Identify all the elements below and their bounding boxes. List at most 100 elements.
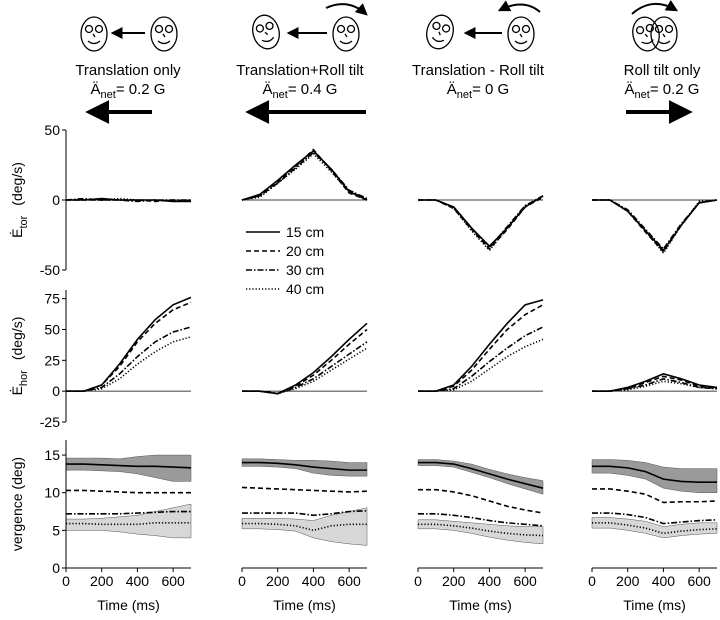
x-tick-label: 600 (337, 573, 361, 589)
roll-arrow (631, 0, 679, 15)
variability-band (591, 517, 718, 539)
acceleration-value: = 0.2 G (116, 81, 166, 98)
series-line (418, 326, 544, 392)
x-tick-label: 400 (302, 573, 326, 589)
x-axis-label: Time (ms) (97, 597, 159, 613)
x-tick-label: 600 (513, 573, 537, 589)
y-axis-label: Ėtor (deg/s) (8, 162, 30, 238)
column-title: Translation+Roll tilt (236, 62, 364, 79)
column-title: Translation - Roll tilt (412, 62, 545, 79)
roll-arrow (325, 3, 368, 16)
acceleration-symbol: Ä (263, 81, 273, 98)
variability-band (65, 454, 192, 482)
panel (592, 373, 718, 392)
legend-label: 40 cm (286, 281, 324, 297)
series-line (242, 322, 368, 395)
column-title: Translation only (75, 62, 181, 79)
panel: 15 cm 20 cm 30 cm 40 cm (241, 148, 368, 297)
variability-band (241, 458, 368, 477)
head-icon (507, 16, 535, 52)
head-icon (629, 14, 663, 54)
y-label-subscript: hor (18, 370, 30, 386)
y-tick-label: 0 (52, 560, 60, 576)
x-tick-label: 0 (414, 573, 422, 589)
y-tick-label: -25 (40, 414, 60, 430)
series-line (242, 341, 368, 395)
x-tick-label: 400 (126, 573, 150, 589)
acceleration-subscript: net (101, 89, 116, 101)
y-tick-label: 0 (52, 383, 60, 399)
series-line (66, 296, 192, 392)
series-line (592, 199, 718, 254)
x-tick-label: 200 (266, 573, 290, 589)
series-line (592, 380, 718, 392)
x-tick-label: 0 (62, 573, 70, 589)
head-icon (248, 11, 284, 53)
net-acceleration: Änet= 0.4 G (263, 81, 338, 101)
series-line (418, 461, 544, 489)
acceleration-value: = 0 G (472, 81, 509, 98)
y-axis-label: vergence (deg) (9, 457, 25, 551)
series-line (592, 199, 718, 251)
head-icon (422, 11, 458, 53)
series-line (241, 486, 368, 493)
series-line (66, 301, 192, 392)
series-line (65, 197, 191, 203)
series-line (418, 195, 544, 249)
series-line (592, 465, 717, 483)
y-tick-label: 50 (44, 321, 60, 337)
series-line (418, 196, 544, 251)
acceleration-subscript: net (457, 89, 472, 101)
x-tick-label: 200 (90, 573, 114, 589)
roll-arrow (497, 0, 541, 13)
series-line (66, 463, 192, 469)
x-tick-label: 0 (588, 573, 596, 589)
series-line (242, 509, 368, 517)
series-line (66, 336, 192, 392)
series-line (242, 347, 368, 395)
head-icon (150, 16, 178, 52)
acceleration-value: = 0.2 G (650, 81, 700, 98)
y-tick-label: -50 (40, 262, 60, 278)
panel (592, 199, 718, 255)
y-tick-label: 25 (44, 352, 60, 368)
y-label-symbol: Ė (8, 229, 25, 238)
net-acceleration: Änet= 0.2 G (91, 81, 166, 101)
net-acceleration: Änet= 0.2 G (625, 81, 700, 101)
y-tick-label: 75 (44, 291, 60, 307)
legend-label: 20 cm (286, 243, 324, 259)
acceleration-symbol: Ä (447, 81, 457, 98)
x-axis-label: Time (ms) (449, 597, 511, 613)
y-tick-label: 15 (44, 447, 60, 463)
y-tick-label: 5 (52, 522, 60, 538)
y-label-symbol: Ė (8, 386, 25, 395)
series-line (66, 510, 191, 515)
series-line (418, 488, 544, 514)
y-tick-label: 10 (44, 485, 60, 501)
series-line (418, 299, 544, 392)
legend-label: 15 cm (286, 224, 324, 240)
y-label-unit: (deg/s) (9, 162, 25, 206)
panel (418, 299, 544, 392)
stimulus-icons (80, 0, 693, 124)
x-axis-label: Time (ms) (623, 597, 685, 613)
x-tick-label: 400 (652, 573, 676, 589)
y-label-subscript: tor (18, 215, 30, 228)
series-line (592, 488, 718, 504)
series-line (592, 199, 718, 255)
series-line (241, 151, 368, 201)
series-line (418, 512, 544, 527)
variability-band (241, 507, 368, 546)
head-icon (332, 16, 360, 52)
series-line (592, 512, 718, 525)
y-label-unit: (deg/s) (9, 317, 25, 361)
series-line (418, 304, 544, 392)
series-line (66, 326, 192, 392)
variability-band (65, 503, 192, 539)
y-axis-label: Ėhor (deg/s) (8, 317, 30, 396)
series-line (418, 338, 544, 392)
x-tick-label: 200 (442, 573, 466, 589)
